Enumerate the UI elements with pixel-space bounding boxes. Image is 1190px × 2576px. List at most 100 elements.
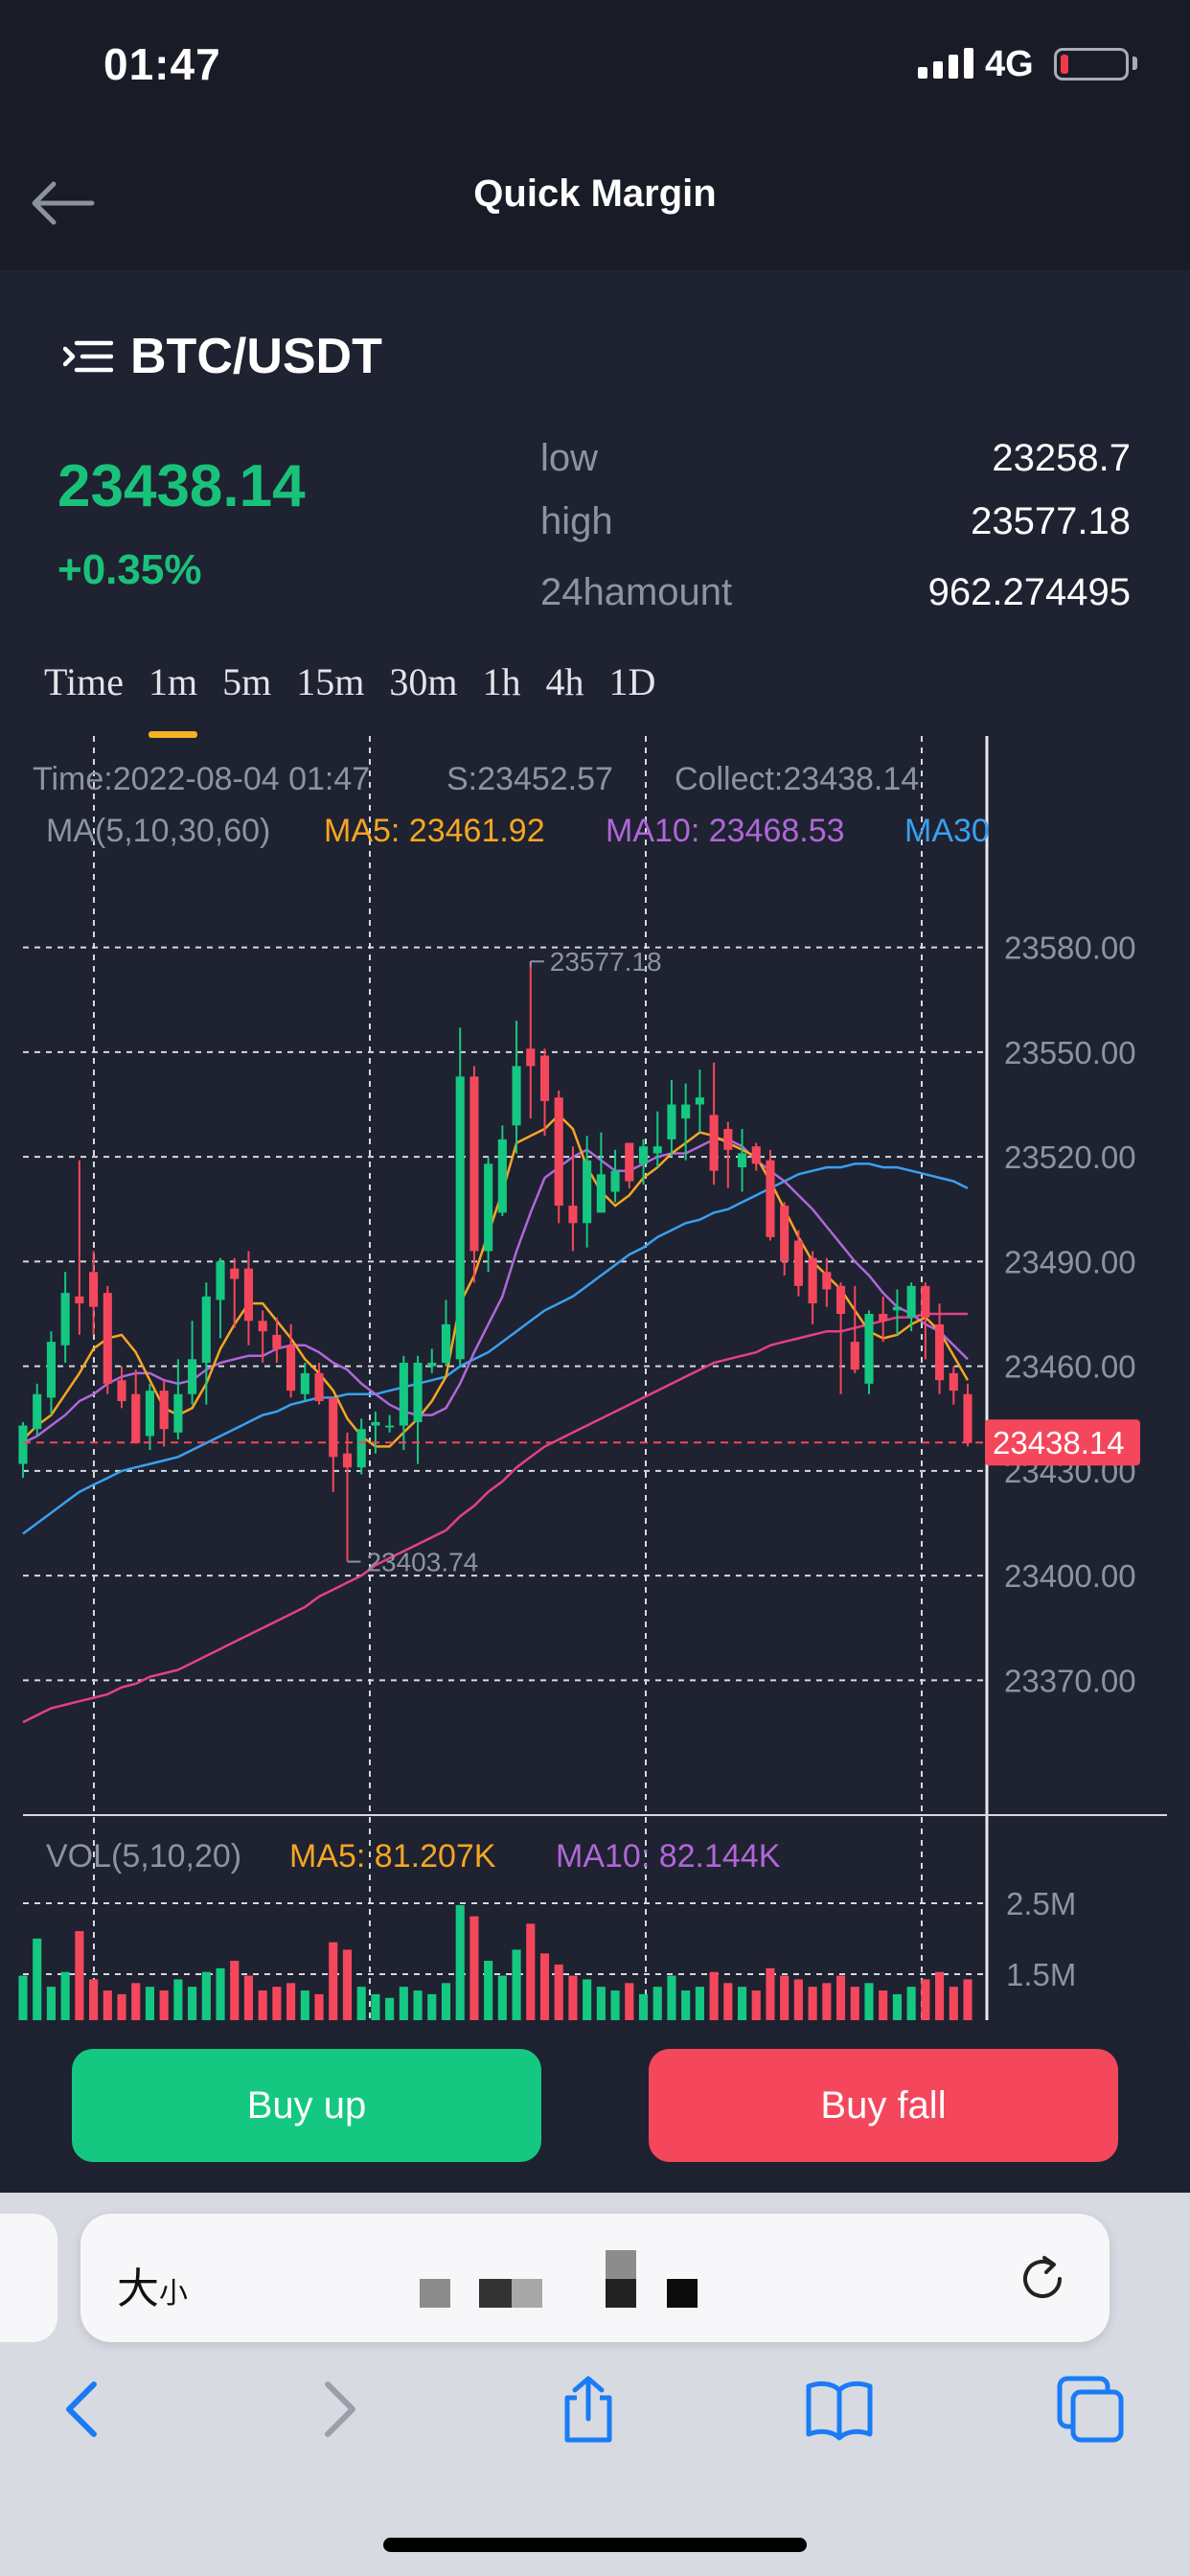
volume-bar [766,1967,775,2020]
tab-4h[interactable]: 4h [545,660,584,703]
volume-bar [835,1975,846,2020]
bookmarks-icon[interactable] [805,2375,874,2444]
volume-bar [314,1993,324,2020]
candle-up [638,1146,649,1164]
volume-bar [596,1987,606,2020]
candle-up [201,1296,211,1363]
candle-down [879,1314,888,1322]
candle-up [371,1421,380,1426]
volume-bar [89,1979,99,2020]
volume-bar [892,1993,902,2020]
tab-time[interactable]: Time [44,660,125,703]
previous-tab-card[interactable] [0,2214,57,2342]
menu-list-icon[interactable] [63,335,113,378]
volume-bar [554,1964,563,2020]
tab-5m[interactable]: 5m [222,660,272,703]
text-size-button[interactable]: 大小 [117,2254,188,2315]
volume-bar [808,1987,817,2020]
price-tick-label: 23520.00 [1004,1139,1136,1175]
volume-bar [935,1971,945,2020]
candle-up [596,1174,606,1213]
volume-bar [159,1990,169,2020]
volume-bar [793,1979,803,2020]
volume-bar [751,1990,761,2020]
stat-low-value: 23258.7 [992,437,1131,479]
pair-selector[interactable]: BTC/USDT [63,328,382,385]
volume-bar [145,1987,155,2020]
share-icon[interactable] [554,2375,623,2444]
reload-icon[interactable] [1018,2252,1071,2306]
kline-chart-canvas[interactable]: 23580.00 23550.00 23520.00 23490.00 23460.00… [0,736,1190,2020]
tab-1m[interactable]: 1m [149,659,198,738]
volume-bar [963,1979,973,2020]
volume-bar [46,1987,56,2020]
current-price-tag [985,1419,1140,1466]
buy-fall-button[interactable]: Buy fall [649,2049,1118,2162]
tab-1h[interactable]: 1h [482,660,521,703]
volume-bar [949,1987,958,2020]
volume-bar [497,1975,507,2020]
ma-legend-label: MA(5,10,30,60) [46,813,271,849]
candle-up [60,1293,70,1346]
browser-forward-icon[interactable] [305,2375,374,2444]
volume-bar [201,1971,211,2020]
candle-down [949,1372,958,1392]
ma10-legend: MA10: 23468.53 [606,813,845,849]
price-change: +0.35% [57,546,202,593]
candle-up [33,1393,42,1430]
price-tick-label: 23580.00 [1004,931,1136,966]
volume-bar [780,1975,790,2020]
kline-chart[interactable]: 23580.00 23550.00 23520.00 23490.00 23460.00… [0,736,1190,2020]
candle-down [258,1321,267,1332]
volume-bar [258,1990,267,2020]
tab-1d[interactable]: 1D [608,660,656,703]
url-pixelated [420,2250,698,2308]
volume-bar [921,1979,930,2020]
candle-down [89,1272,99,1307]
tabs-icon[interactable] [1056,2375,1125,2444]
candle-down [963,1393,973,1443]
candle-up [583,1160,592,1224]
candle-up [892,1306,902,1311]
tab-30m[interactable]: 30m [389,660,458,703]
stat-high-label: high [540,500,613,542]
browser-back-icon[interactable] [48,2375,117,2444]
volume-bar [230,1961,240,2020]
candle-up [737,1153,747,1168]
browser-toolbar: 大小 [0,2193,1190,2576]
candle-up [667,1104,676,1139]
volume-bar [709,1971,719,2020]
volume-tick-label: 1.5M [1006,1957,1076,1992]
address-bar[interactable]: 大小 [80,2214,1110,2342]
arrow-left-icon[interactable] [29,180,96,226]
volume-bar [737,1987,747,2020]
chart-collect-info: Collect:23438.14 [675,761,920,797]
text-size-large: 大 [117,2265,159,2313]
status-bar: 01:47 4G [0,0,1190,134]
vol-ma5-legend: MA5: 81.207K [289,1838,496,1874]
volume-bar [117,1993,126,2020]
candle-down [526,1048,536,1067]
volume-bar [356,1987,366,2020]
candle-up [145,1391,155,1437]
candle-up [399,1362,408,1426]
candle-down [243,1268,254,1322]
volume-bar [652,1987,662,2020]
tab-15m[interactable]: 15m [296,660,365,703]
high-marker-label: 23577.18 [550,947,662,977]
price-tick-label: 23460.00 [1004,1349,1136,1385]
network-type: 4G [985,44,1034,84]
volume-bar [413,1990,423,2020]
volume-bar [906,1987,916,2020]
candle-up [413,1362,423,1422]
candle-down [75,1296,84,1304]
volume-bar [610,1990,620,2020]
candle-up [18,1425,28,1464]
volume-bar [286,1983,296,2020]
volume-bar [385,1997,395,2020]
candle-up [385,1425,395,1428]
volume-bar [243,1975,254,2020]
page-title: Quick Margin [473,172,717,215]
candle-up [864,1314,874,1384]
buy-up-button[interactable]: Buy up [72,2049,541,2162]
